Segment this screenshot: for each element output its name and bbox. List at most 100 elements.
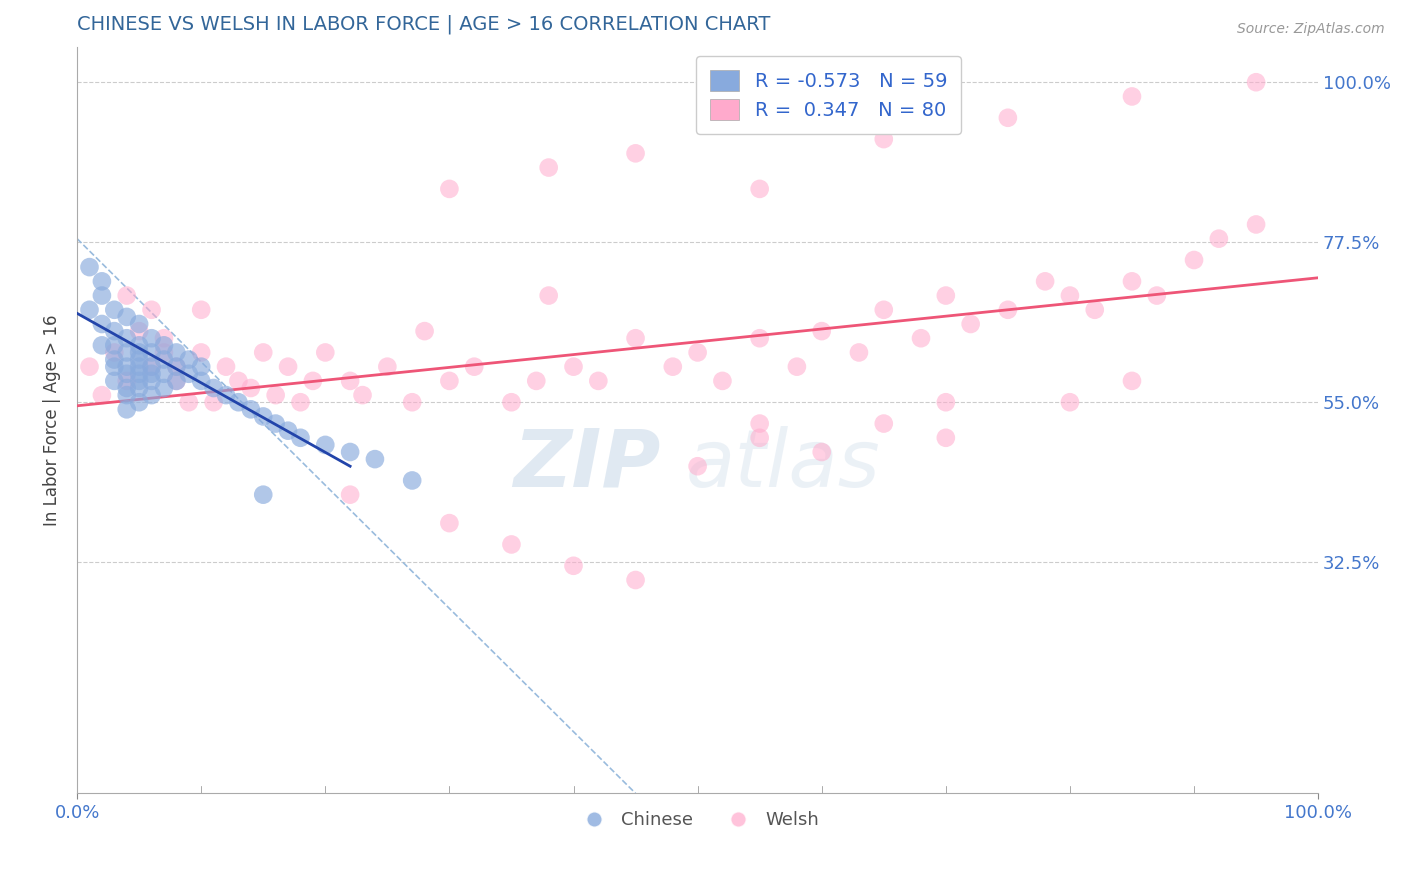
Point [264, 388, 287, 402]
Point [128, 317, 150, 331]
Point [277, 359, 299, 374]
Point [141, 367, 163, 381]
Point [215, 388, 238, 402]
Point [165, 359, 187, 374]
Text: ZIP: ZIP [513, 425, 661, 504]
Point [141, 331, 163, 345]
Point [252, 488, 274, 502]
Point [215, 359, 238, 374]
Point [935, 431, 957, 445]
Point [165, 374, 187, 388]
Point [79, 302, 101, 317]
Point [128, 381, 150, 395]
Point [177, 367, 200, 381]
Point [748, 431, 770, 445]
Point [141, 359, 163, 374]
Point [848, 345, 870, 359]
Point [190, 302, 212, 317]
Point [413, 324, 436, 338]
Point [128, 359, 150, 374]
Point [79, 359, 101, 374]
Point [153, 345, 176, 359]
Point [1244, 218, 1267, 232]
Point [128, 338, 150, 352]
Point [202, 381, 225, 395]
Point [153, 352, 176, 367]
Point [228, 374, 250, 388]
Point [103, 374, 125, 388]
Point [524, 374, 547, 388]
Point [1084, 302, 1107, 317]
Point [439, 516, 461, 530]
Point [190, 345, 212, 359]
Point [141, 374, 163, 388]
Point [501, 395, 523, 409]
Point [588, 374, 610, 388]
Point [1121, 374, 1143, 388]
Point [439, 182, 461, 196]
Point [264, 417, 287, 431]
Point [1182, 252, 1205, 267]
Point [90, 288, 112, 302]
Point [748, 182, 770, 196]
Point [277, 424, 299, 438]
Point [141, 302, 163, 317]
Point [1146, 288, 1168, 302]
Point [873, 132, 896, 146]
Point [190, 374, 212, 388]
Point [339, 445, 361, 459]
Point [873, 302, 896, 317]
Point [165, 359, 187, 374]
Point [103, 338, 125, 352]
Point [115, 402, 138, 417]
Point [959, 317, 981, 331]
Point [190, 359, 212, 374]
Point [153, 331, 176, 345]
Point [748, 417, 770, 431]
Point [810, 445, 832, 459]
Point [377, 359, 399, 374]
Point [401, 474, 423, 488]
Point [997, 302, 1019, 317]
Point [1059, 395, 1081, 409]
Point [562, 558, 585, 573]
Point [103, 345, 125, 359]
Point [141, 359, 163, 374]
Point [202, 395, 225, 409]
Point [290, 431, 312, 445]
Point [314, 345, 336, 359]
Point [352, 388, 374, 402]
Point [686, 345, 709, 359]
Point [624, 146, 647, 161]
Point [165, 345, 187, 359]
Point [810, 324, 832, 338]
Point [115, 374, 138, 388]
Point [711, 374, 734, 388]
Point [339, 488, 361, 502]
Point [537, 161, 560, 175]
Point [873, 417, 896, 431]
Point [128, 395, 150, 409]
Point [177, 395, 200, 409]
Point [128, 352, 150, 367]
Point [1121, 274, 1143, 288]
Point [153, 367, 176, 381]
Text: atlas: atlas [685, 425, 880, 504]
Point [302, 374, 325, 388]
Point [339, 374, 361, 388]
Point [115, 310, 138, 324]
Point [153, 338, 176, 352]
Point [997, 111, 1019, 125]
Point [115, 359, 138, 374]
Point [141, 345, 163, 359]
Point [662, 359, 685, 374]
Point [90, 338, 112, 352]
Point [165, 374, 187, 388]
Point [115, 381, 138, 395]
Point [90, 274, 112, 288]
Point [786, 359, 808, 374]
Point [1059, 288, 1081, 302]
Text: CHINESE VS WELSH IN LABOR FORCE | AGE > 16 CORRELATION CHART: CHINESE VS WELSH IN LABOR FORCE | AGE > … [77, 15, 770, 35]
Point [562, 359, 585, 374]
Point [153, 381, 176, 395]
